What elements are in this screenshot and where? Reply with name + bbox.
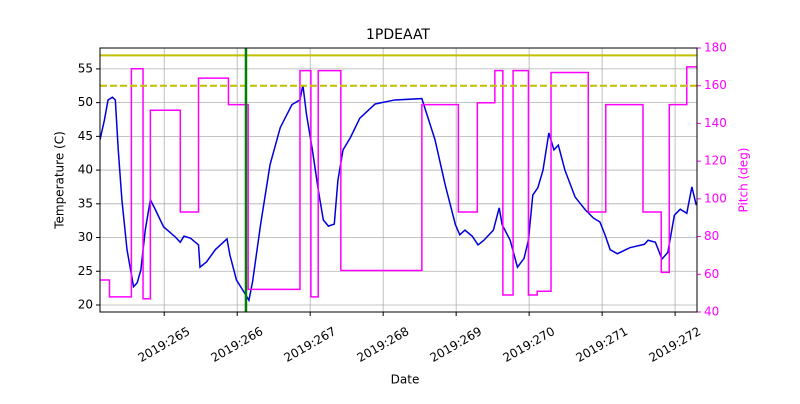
plot-frame (99, 47, 698, 313)
y2-tick-label: 80 (704, 229, 719, 243)
y-tick-label: 25 (78, 264, 93, 278)
y2-tick-label: 100 (704, 191, 727, 205)
data-line (100, 66, 697, 300)
y2-axis-label: Pitch (deg) (737, 147, 751, 212)
y2-tick-label: 120 (704, 154, 727, 168)
y-tick-label: 45 (78, 129, 93, 143)
y2-tick-label: 140 (704, 116, 727, 130)
y-tick-label: 40 (78, 163, 93, 177)
y-axis-label: Temperature (C) (53, 131, 67, 230)
data-line (100, 84, 697, 303)
y-tick-label: 20 (78, 297, 93, 311)
x-axis-label: Date (391, 373, 420, 387)
y2-tick-label: 40 (704, 305, 719, 319)
y-tick-label: 55 (78, 61, 93, 75)
y2-tick-label: 60 (704, 267, 719, 281)
y-tick-label: 50 (78, 95, 93, 109)
y-tick-label: 30 (78, 230, 93, 244)
y-tick-label: 35 (78, 196, 93, 210)
y2-tick-label: 180 (704, 41, 727, 55)
y2-tick-label: 160 (704, 78, 727, 92)
chart-title: 1PDEAAT (366, 27, 430, 43)
